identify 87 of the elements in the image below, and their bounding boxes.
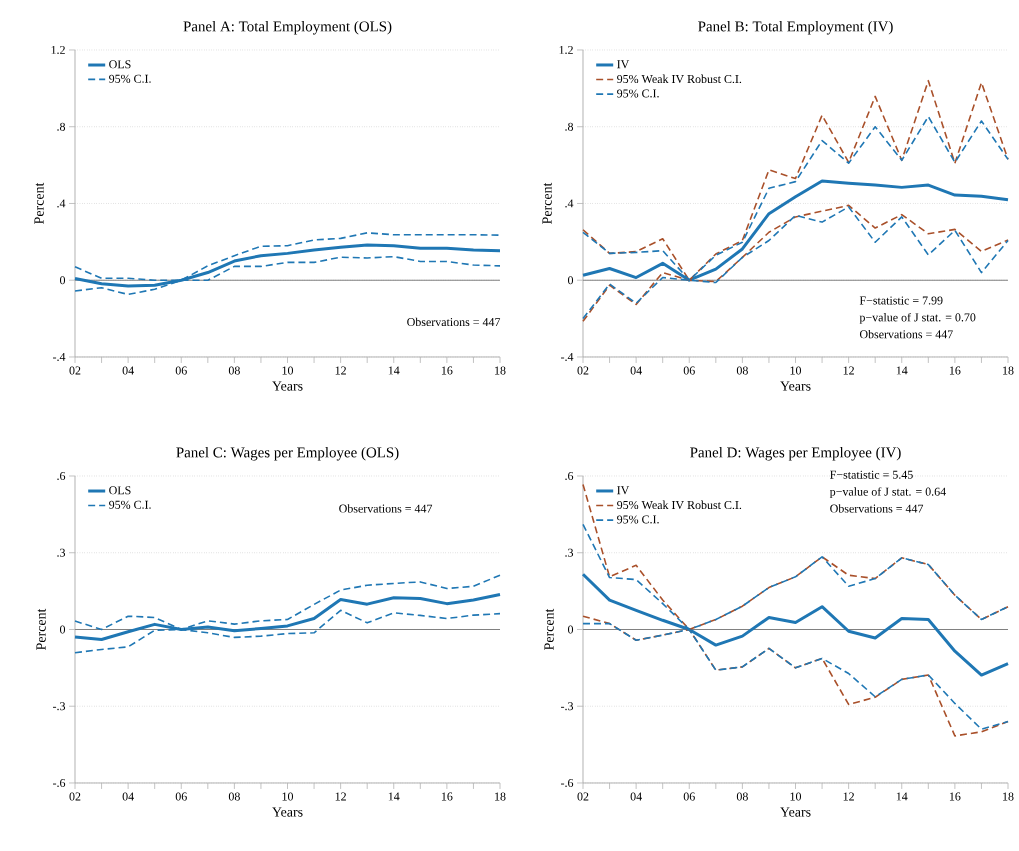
x-tick-label: 14	[388, 366, 400, 375]
y-tick-label: .6	[57, 471, 66, 481]
x-axis-title: Years	[780, 807, 811, 817]
legend-label: 95% C.I.	[617, 515, 659, 524]
y-tick-label: .3	[57, 548, 66, 557]
y-tick-label: 1.2	[51, 45, 65, 55]
x-tick-label: 04	[122, 366, 134, 375]
x-tick-label: 14	[896, 366, 908, 375]
y-axis-title: Percent	[544, 608, 554, 650]
x-tick-label: 08	[736, 792, 748, 801]
x-tick-label: 14	[896, 792, 908, 801]
y-tick-label: .8	[565, 122, 574, 131]
legend-label: 95% Weak IV Robust C.I.	[617, 74, 742, 84]
x-axis-title: Years	[272, 807, 303, 817]
x-tick-label: 06	[175, 366, 187, 375]
x-tick-label: 10	[282, 366, 294, 375]
legend-label: 95% C.I.	[109, 74, 151, 83]
y-tick-label: .6	[565, 471, 574, 481]
annotation: F−statistic = 5.45	[830, 470, 913, 479]
legend-label: OLS	[109, 60, 131, 69]
chart-title: Panel B: Total Employment (IV)	[698, 20, 893, 35]
annotation: p−value of J stat. = 0.70	[859, 312, 976, 324]
x-tick-label: 16	[441, 366, 453, 375]
x-tick-label: 02	[577, 792, 589, 801]
x-tick-label: 04	[630, 366, 642, 375]
x-tick-label: 04	[122, 792, 134, 801]
x-tick-label: 08	[736, 366, 748, 375]
x-tick-label: 16	[949, 792, 961, 801]
y-tick-label: -.6	[53, 778, 66, 788]
x-tick-label: 10	[790, 366, 802, 375]
y-tick-label: 0	[567, 625, 574, 634]
y-tick-label: -.6	[561, 778, 574, 788]
annotation: p−value of J stat. = 0.64	[829, 487, 946, 499]
annotation: Observations = 447	[407, 317, 501, 327]
x-tick-label: 04	[630, 792, 642, 801]
legend-label: 95% Weak IV Robust C.I.	[617, 500, 742, 510]
legend-label: 95% C.I.	[617, 89, 659, 98]
x-tick-label: 18	[1003, 792, 1014, 801]
annotation: Observations = 447	[859, 329, 953, 339]
x-axis-title: Years	[780, 381, 811, 391]
x-tick-label: 18	[495, 366, 506, 375]
y-tick-label: -.3	[561, 702, 574, 711]
y-tick-label: 0	[567, 276, 574, 285]
y-tick-label: 0	[59, 625, 66, 634]
y-tick-label: .4	[565, 199, 574, 208]
y-axis-title: Percent	[36, 608, 46, 650]
x-tick-label: 10	[790, 792, 802, 801]
x-tick-label: 18	[1003, 366, 1014, 375]
x-tick-label: 16	[441, 792, 453, 801]
chart-title: Panel A: Total Employment (OLS)	[183, 20, 392, 35]
chart-title: Panel C: Wages per Employee (OLS)	[176, 446, 399, 461]
y-tick-label: -.3	[53, 702, 66, 711]
annotation: Observations = 447	[830, 504, 924, 513]
annotation: Observations = 447	[339, 504, 433, 513]
x-tick-label: 16	[949, 366, 961, 375]
annotation: F−statistic = 7.99	[859, 296, 943, 305]
y-tick-label: -.4	[561, 352, 574, 361]
x-tick-label: 02	[577, 366, 589, 375]
y-tick-label: 1.2	[559, 45, 573, 55]
y-tick-label: 0	[59, 276, 66, 285]
x-tick-label: 12	[335, 366, 346, 375]
legend-label: IV	[617, 60, 630, 69]
x-axis-title: Years	[272, 381, 303, 391]
x-tick-label: 02	[69, 366, 81, 375]
line-series	[582, 483, 1009, 631]
x-tick-label: 12	[843, 366, 854, 375]
legend-label: OLS	[109, 486, 131, 495]
x-tick-label: 02	[69, 792, 81, 801]
x-tick-label: 12	[335, 792, 346, 801]
x-tick-label: 12	[843, 792, 854, 801]
x-tick-label: 10	[282, 792, 294, 801]
x-tick-label: 08	[228, 792, 240, 801]
x-tick-label: 14	[388, 792, 400, 801]
chart-title: Panel D: Wages per Employee (IV)	[690, 446, 901, 461]
y-tick-label: .8	[57, 122, 66, 131]
x-tick-label: 06	[683, 792, 695, 801]
y-axis-title: Percent	[34, 182, 44, 224]
y-tick-label: .3	[565, 548, 574, 557]
y-axis-title: Percent	[542, 182, 552, 224]
x-tick-label: 06	[683, 366, 695, 375]
y-tick-label: .4	[57, 199, 66, 208]
legend-label: IV	[617, 486, 630, 495]
x-tick-label: 18	[495, 792, 506, 801]
x-tick-label: 06	[175, 792, 187, 801]
x-tick-label: 08	[228, 366, 240, 375]
y-tick-label: -.4	[53, 352, 66, 361]
legend-label: 95% C.I.	[109, 500, 151, 509]
